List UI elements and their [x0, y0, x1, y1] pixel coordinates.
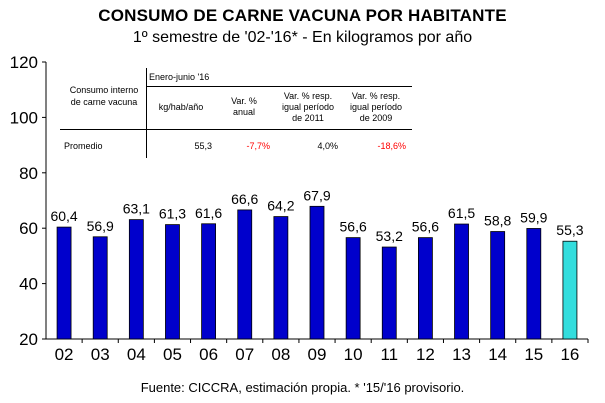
- y-tick-label: 120: [10, 53, 38, 72]
- bar: [562, 240, 578, 340]
- data-label: 58,8: [484, 213, 511, 229]
- data-label: 59,9: [520, 209, 547, 225]
- x-tick-label: 06: [199, 345, 218, 364]
- data-label: 64,2: [267, 198, 294, 214]
- data-label: 61,6: [195, 205, 222, 221]
- data-label: 56,6: [412, 219, 439, 235]
- table-period-header: Enero-junio '16: [149, 72, 210, 82]
- table-value-var-2011: 4,0%: [317, 141, 338, 151]
- y-tick-label: 100: [10, 108, 38, 127]
- x-tick-label: 03: [91, 345, 110, 364]
- source-note: Fuente: CICCRA, estimación propia. * '15…: [140, 380, 465, 395]
- x-tick-label: 02: [55, 345, 74, 364]
- bar: [56, 226, 72, 340]
- y-tick-label: 20: [19, 330, 38, 349]
- data-label: 67,9: [303, 187, 330, 203]
- x-tick-label: 10: [344, 345, 363, 364]
- data-label: 63,1: [123, 201, 150, 217]
- x-tick-label: 09: [308, 345, 327, 364]
- x-tick-label: 07: [235, 345, 254, 364]
- bar: [165, 224, 180, 340]
- chart-title: CONSUMO DE CARNE VACUNA POR HABITANTE: [98, 6, 507, 25]
- data-label: 61,3: [159, 206, 186, 222]
- table-divider-bottom: [60, 129, 412, 130]
- table-col-header-var-2011: Var. % resp. igual período de 2011: [281, 91, 335, 123]
- x-tick-label: 08: [271, 345, 290, 364]
- data-label: 60,4: [50, 208, 77, 224]
- bar: [273, 216, 289, 340]
- bar: [237, 209, 253, 340]
- y-tick-label: 60: [19, 219, 38, 238]
- bar: [417, 237, 433, 340]
- x-tick-label: 14: [488, 345, 507, 364]
- bar: [345, 237, 361, 340]
- data-label: 55,3: [556, 222, 583, 238]
- data-label: 56,9: [87, 218, 114, 234]
- bar: [526, 228, 542, 340]
- table-value-kg: 55,3: [194, 141, 212, 151]
- data-label: 53,2: [376, 228, 403, 244]
- x-tick-label: 15: [524, 345, 543, 364]
- bar: [490, 231, 506, 340]
- chart-subtitle: 1º semestre de '02-'16* - En kilogramos …: [132, 29, 473, 46]
- x-tick-label: 12: [416, 345, 435, 364]
- x-tick-label: 05: [163, 345, 182, 364]
- x-tick-label: 04: [127, 345, 146, 364]
- table-col-header-var-2009: Var. % resp. igual período de 2009: [349, 91, 403, 123]
- table-vertical-divider: [146, 68, 147, 158]
- y-tick-label: 40: [19, 275, 38, 294]
- data-label: 61,5: [448, 205, 475, 221]
- bar: [201, 223, 217, 340]
- table-value-var-2009: -18,6%: [377, 141, 406, 151]
- table-row-header: Consumo interno de carne vacuna: [69, 85, 139, 107]
- bar: [381, 246, 397, 340]
- bar: [92, 236, 108, 340]
- data-label: 66,6: [231, 191, 258, 207]
- table-value-var-anual: -7,7%: [246, 141, 270, 151]
- table-row-label: Promedio: [64, 141, 103, 151]
- bar: [454, 223, 469, 340]
- x-tick-label: 16: [560, 345, 579, 364]
- x-tick-label: 11: [380, 345, 398, 364]
- bar: [128, 219, 144, 340]
- bar: [309, 205, 325, 340]
- table-divider-top: [146, 86, 412, 87]
- table-col-header-var-anual: Var. % anual: [231, 96, 257, 117]
- y-tick-label: 80: [19, 164, 38, 183]
- data-label: 56,6: [340, 219, 367, 235]
- table-col-header-kg: kg/hab/año: [158, 102, 204, 112]
- x-tick-label: 13: [452, 345, 471, 364]
